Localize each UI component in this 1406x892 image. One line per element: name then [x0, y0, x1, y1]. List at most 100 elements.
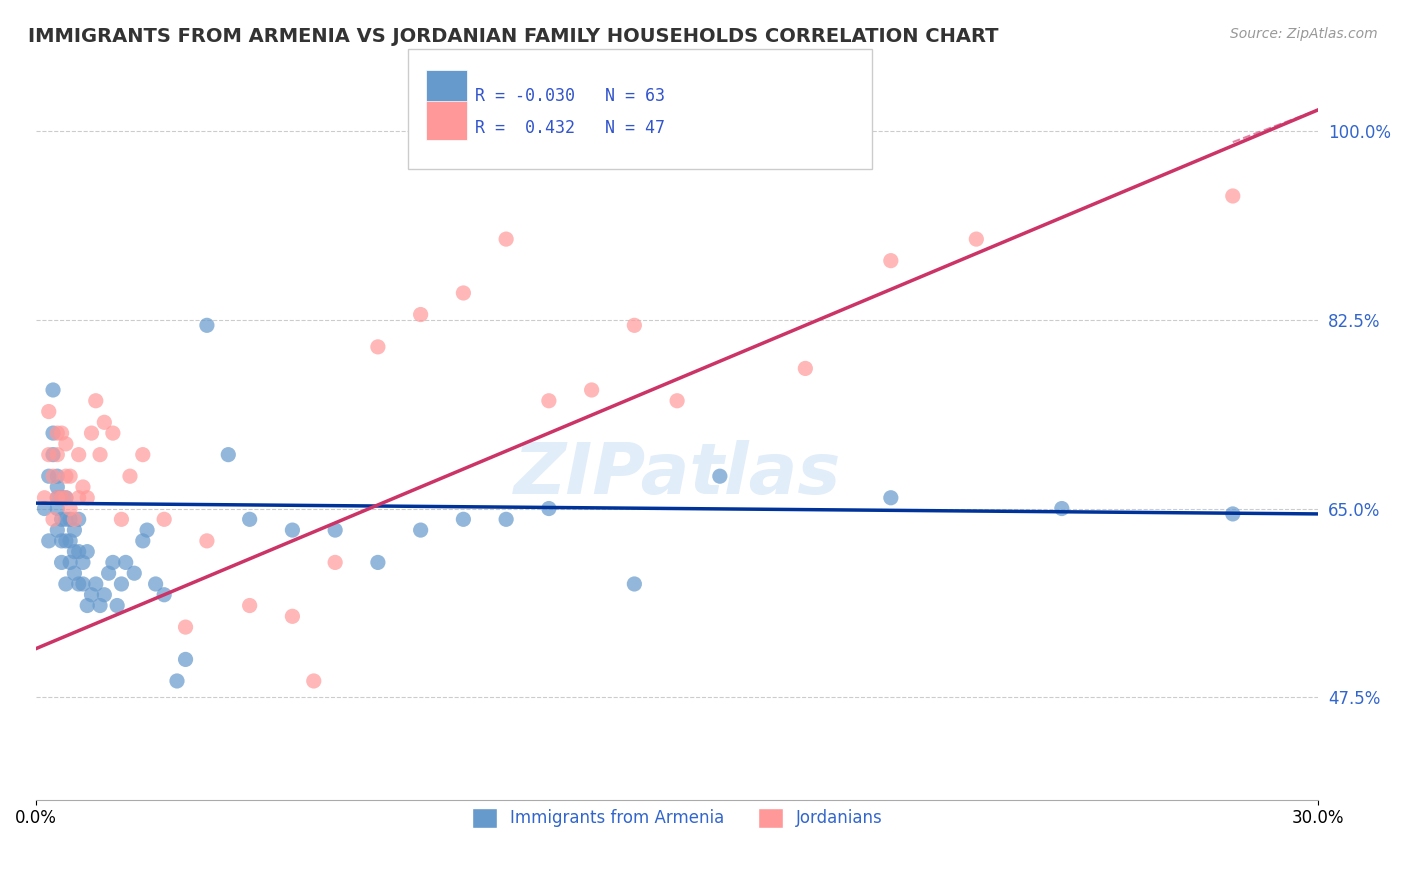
Point: [51, 533, 73, 548]
Point: [965, 232, 987, 246]
Point: [38, 533, 60, 548]
Point: [51, 556, 73, 570]
Point: [42, 426, 65, 441]
Point: [80, 588, 103, 602]
Point: [880, 253, 903, 268]
Point: [38, 404, 60, 418]
Point: [34, 501, 56, 516]
Point: [67, 512, 90, 526]
Point: [132, 448, 155, 462]
Text: Source: ZipAtlas.com: Source: ZipAtlas.com: [1230, 27, 1378, 41]
Point: [105, 599, 128, 613]
Point: [42, 469, 65, 483]
Point: [323, 556, 346, 570]
Point: [72, 577, 94, 591]
Point: [93, 588, 115, 602]
Point: [51, 491, 73, 505]
Point: [93, 415, 115, 429]
Point: [323, 523, 346, 537]
Point: [302, 673, 325, 688]
Point: [59, 556, 82, 570]
Point: [217, 448, 239, 462]
Point: [409, 308, 432, 322]
Point: [76, 599, 98, 613]
Point: [239, 599, 262, 613]
Point: [46, 491, 69, 505]
Point: [495, 232, 517, 246]
Point: [367, 556, 389, 570]
Point: [72, 480, 94, 494]
Point: [880, 491, 903, 505]
Point: [89, 599, 111, 613]
Point: [55, 491, 77, 505]
Point: [67, 577, 90, 591]
Point: [623, 318, 645, 333]
Point: [239, 512, 262, 526]
Point: [67, 544, 90, 558]
Point: [281, 609, 304, 624]
Point: [136, 523, 159, 537]
Point: [59, 469, 82, 483]
Point: [76, 544, 98, 558]
Point: [145, 577, 167, 591]
Point: [97, 566, 120, 581]
Point: [153, 588, 176, 602]
Point: [63, 544, 86, 558]
Point: [67, 448, 90, 462]
Point: [367, 340, 389, 354]
Point: [166, 673, 188, 688]
Point: [709, 469, 731, 483]
Point: [114, 556, 136, 570]
Point: [46, 491, 69, 505]
Point: [59, 501, 82, 516]
Point: [537, 501, 560, 516]
Point: [101, 556, 124, 570]
Text: ZIPatlas: ZIPatlas: [513, 440, 841, 509]
Point: [46, 480, 69, 494]
Point: [63, 512, 86, 526]
Point: [46, 426, 69, 441]
Point: [453, 285, 475, 300]
Point: [51, 491, 73, 505]
Text: R = -0.030   N = 63: R = -0.030 N = 63: [475, 87, 665, 105]
Point: [195, 533, 218, 548]
Point: [46, 448, 69, 462]
Point: [76, 491, 98, 505]
Text: R =  0.432   N = 47: R = 0.432 N = 47: [475, 119, 665, 136]
Point: [623, 577, 645, 591]
Point: [46, 523, 69, 537]
Point: [55, 577, 77, 591]
Point: [537, 393, 560, 408]
Point: [63, 523, 86, 537]
Point: [1050, 501, 1073, 516]
Point: [281, 523, 304, 537]
Point: [1222, 189, 1244, 203]
Point: [38, 448, 60, 462]
Point: [51, 512, 73, 526]
Point: [80, 426, 103, 441]
Point: [581, 383, 603, 397]
Point: [55, 491, 77, 505]
Point: [46, 469, 69, 483]
Text: IMMIGRANTS FROM ARMENIA VS JORDANIAN FAMILY HOUSEHOLDS CORRELATION CHART: IMMIGRANTS FROM ARMENIA VS JORDANIAN FAM…: [28, 27, 998, 45]
Point: [89, 448, 111, 462]
Point: [34, 491, 56, 505]
Point: [122, 566, 145, 581]
Point: [118, 469, 141, 483]
Point: [84, 393, 107, 408]
Point: [110, 577, 132, 591]
Point: [42, 512, 65, 526]
Point: [495, 512, 517, 526]
Point: [794, 361, 817, 376]
Point: [666, 393, 689, 408]
Point: [38, 469, 60, 483]
Point: [84, 577, 107, 591]
Point: [55, 512, 77, 526]
Point: [59, 512, 82, 526]
Point: [55, 437, 77, 451]
Point: [42, 383, 65, 397]
Point: [67, 491, 90, 505]
Point: [101, 426, 124, 441]
Point: [51, 426, 73, 441]
Legend: Immigrants from Armenia, Jordanians: Immigrants from Armenia, Jordanians: [465, 801, 889, 835]
